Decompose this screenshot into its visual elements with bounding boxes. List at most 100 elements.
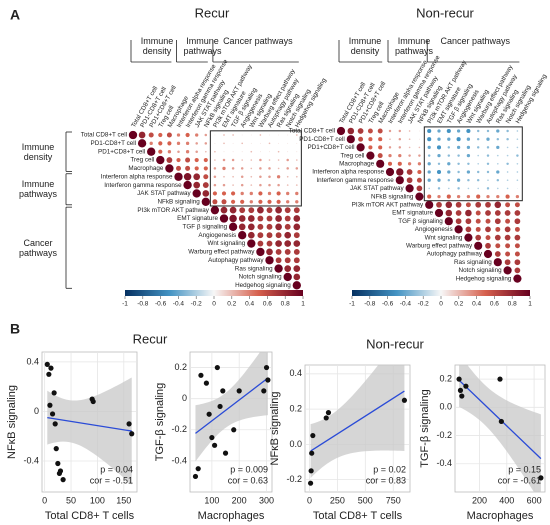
correlation-circle	[356, 143, 365, 152]
correlation-circle	[296, 142, 298, 144]
correlation-circle	[203, 166, 208, 171]
correlation-circle	[516, 179, 519, 182]
y-tick-label: 0	[34, 406, 39, 416]
correlation-circle	[203, 174, 209, 180]
correlation-circle	[137, 139, 147, 148]
correlation-circle	[259, 142, 261, 144]
correlation-circle	[293, 215, 301, 222]
correlation-circle	[427, 154, 431, 157]
correlation-circle	[240, 183, 244, 187]
correlation-circle	[516, 146, 519, 149]
correlation-circle	[446, 194, 451, 199]
correlation-circle	[275, 240, 282, 247]
correlation-circle	[505, 243, 511, 249]
correlation-circle	[222, 158, 226, 162]
correlation-circle	[428, 187, 431, 190]
correlation-circle	[486, 137, 490, 141]
correlation-circle	[447, 137, 451, 141]
row-label: Notch signaling	[239, 274, 283, 281]
point	[192, 473, 199, 480]
correlation-circle	[148, 132, 154, 138]
correlation-circle	[447, 170, 451, 174]
correlation-circle	[514, 210, 521, 216]
correlation-circle	[175, 165, 182, 171]
correlation-circle	[476, 129, 480, 133]
correlation-circle	[437, 194, 441, 199]
confidence-band	[459, 365, 541, 492]
correlation-circle	[238, 215, 246, 222]
correlation-circle	[268, 175, 271, 179]
correlation-circle	[514, 218, 521, 225]
row-label: EMT signature	[177, 215, 218, 222]
correlation-circle	[241, 159, 244, 161]
correlation-circle	[427, 145, 431, 150]
correlation-circle	[212, 191, 217, 196]
row-label: Wnt signaling	[425, 234, 463, 241]
correlation-circle	[485, 242, 491, 249]
correlation-circle	[268, 167, 271, 170]
correlation-circle	[466, 170, 471, 174]
correlation-circle	[467, 187, 470, 190]
x-tick-label: 400	[499, 495, 514, 505]
correlation-circle	[275, 223, 282, 231]
y-tick-label: -0.2	[436, 430, 452, 440]
correlation-circle	[232, 142, 234, 144]
correlation-circle	[367, 128, 373, 134]
correlation-circle	[194, 166, 199, 171]
row-label: Angiogenesis	[415, 226, 453, 233]
correlation-circle	[283, 272, 292, 282]
correlation-circle	[232, 151, 234, 153]
group-label: Cancer pathways	[440, 36, 511, 46]
correlation-circle	[398, 146, 402, 149]
correlation-circle	[514, 243, 520, 249]
correlation-circle	[466, 194, 471, 199]
correlation-circle	[247, 239, 256, 248]
row-label: Hedgehog signaling	[235, 282, 291, 289]
row-label: PI3k mTOR AKT pathway	[352, 201, 424, 208]
correlation-circle	[259, 175, 262, 179]
correlation-circle	[506, 129, 509, 133]
fit-line	[47, 416, 132, 432]
y-axis-label: TGF-β signaling	[419, 389, 431, 467]
correlation-circle	[406, 169, 413, 175]
correlation-circle	[250, 159, 253, 161]
correlation-circle	[278, 142, 280, 144]
correlation-circle	[377, 153, 383, 159]
correlation-circle	[486, 187, 490, 190]
annotation: cor = -0.61	[498, 475, 541, 485]
correlation-circle	[477, 187, 480, 190]
correlation-circle	[286, 191, 290, 196]
correlation-circle	[388, 146, 392, 149]
x-tick-label: 250	[330, 495, 345, 505]
correlation-circle	[476, 170, 480, 174]
correlation-circle	[418, 146, 421, 149]
y-axis-label: TGF-β signaling	[154, 383, 166, 461]
row-label: PD1-CD8+T cell	[299, 136, 345, 143]
colorbar-tick-label: 0.4	[472, 301, 481, 308]
annotation: cor = 0.63	[228, 475, 268, 485]
correlation-circle	[476, 137, 480, 141]
correlation-circle	[408, 130, 411, 132]
colorbar-tick-label: 0.2	[227, 301, 236, 308]
correlation-circle	[232, 184, 234, 186]
colorbar	[352, 290, 530, 296]
y-tick-label: 0.2	[289, 403, 302, 413]
correlation-circle	[259, 158, 262, 162]
correlation-circle	[427, 178, 431, 182]
correlation-circle	[425, 200, 434, 209]
row-label: PD1+CD8+T cell	[98, 148, 145, 155]
correlation-circle	[455, 210, 462, 216]
colorbar-tick-label: 0.6	[263, 301, 272, 308]
correlation-circle	[465, 209, 472, 217]
colorbar-tick-label: 0.8	[281, 301, 290, 308]
correlation-circle	[177, 150, 180, 153]
row-label: TGF β signaling	[183, 224, 228, 231]
y-tick-label: -0.4	[171, 455, 187, 465]
correlation-circle	[476, 146, 480, 149]
correlation-circle	[202, 190, 210, 197]
correlation-circle	[256, 247, 265, 257]
colorbar-tick-label: -0.4	[400, 301, 412, 308]
correlation-circle	[231, 199, 236, 204]
correlation-circle	[293, 248, 300, 255]
correlation-circle	[475, 226, 481, 232]
